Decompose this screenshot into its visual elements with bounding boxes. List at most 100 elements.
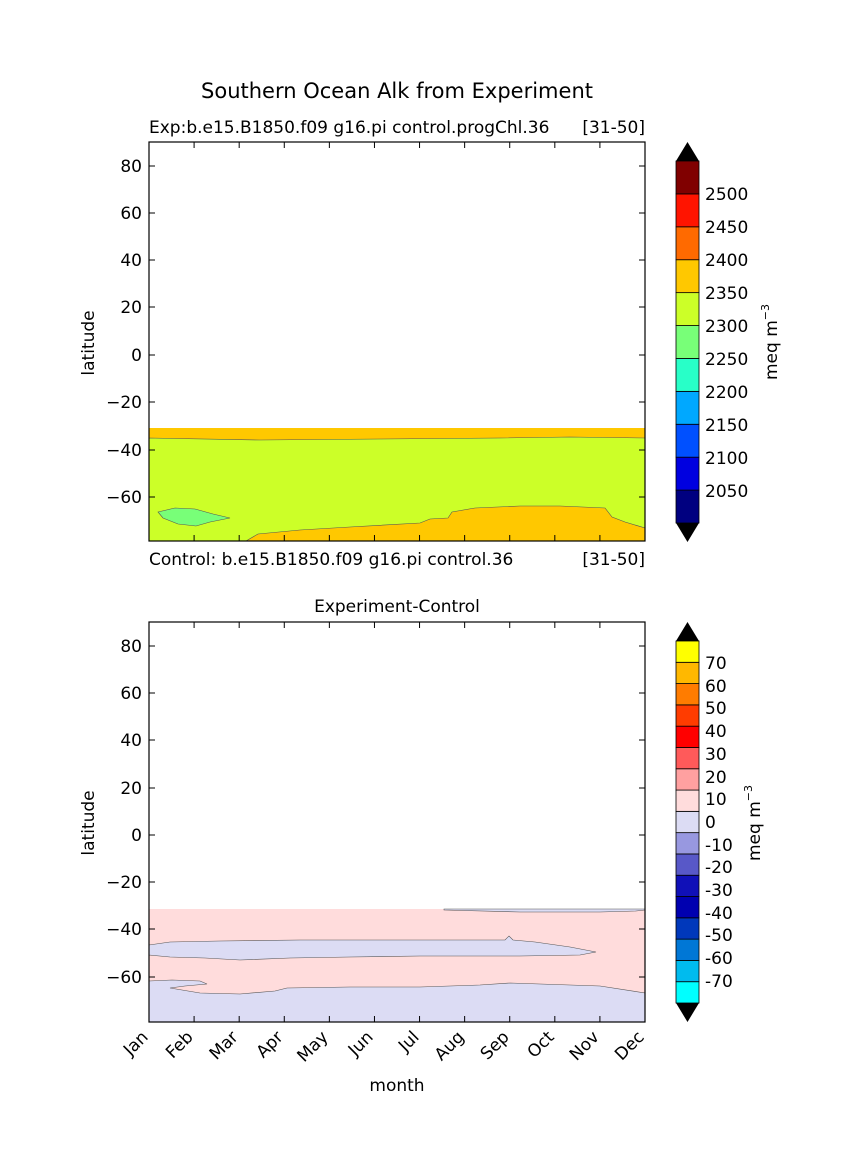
xtick-label-jan: Jan [119, 1027, 152, 1060]
bottom-cbar-label-40: 40 [705, 722, 727, 742]
top-cbar-label-2250: 2250 [705, 350, 748, 370]
bottom-colorbar-level-5 [675, 874, 700, 897]
top-ytick-label-60: 60 [120, 204, 142, 224]
top-month-ticks [148, 142, 646, 541]
top-colorbar-unit-text: meq m−3 [759, 304, 782, 380]
bottom-colorbar-level-4 [675, 896, 700, 919]
bottom-colorbar-level-11 [675, 747, 700, 770]
top-colorbar-level-5 [675, 325, 700, 359]
bottom-ylabel: latitude [79, 790, 99, 855]
top-colorbar-level-3 [675, 390, 700, 425]
bottom-region-mid-band [148, 935, 597, 961]
top-ytick-label-0: 0 [131, 346, 142, 366]
xtick-label-jun: Jun [344, 1027, 378, 1061]
top-cbar-label-2450: 2450 [705, 218, 748, 238]
bottom-region-northeast-sliver [443, 908, 646, 913]
bottom-colorbar-level-10 [675, 768, 700, 791]
bottom-colorbar-level-0 [675, 981, 700, 1004]
top-panel: Exp:b.e15.B1850.f09 g16.pi control.progC… [79, 118, 782, 570]
top-cbar-label-2050: 2050 [705, 482, 748, 502]
top-plot-area [148, 141, 646, 542]
xtick-label-dec: Dec [611, 1027, 648, 1064]
bottom-cbar-label-minus20: -20 [705, 858, 733, 878]
xtick-label-may: May [294, 1027, 333, 1066]
xtick-label-aug: Aug [431, 1027, 469, 1065]
xtick-label-jul: Jul [394, 1027, 423, 1056]
xtick-label-mar: Mar [206, 1027, 243, 1064]
bottom-month-ticks [148, 622, 646, 1022]
top-ytick-label-minus40: −40 [106, 441, 142, 461]
bottom-ytick-60: 60 [120, 684, 645, 704]
xtick-label-feb: Feb [162, 1027, 197, 1062]
bottom-cbar-label-minus40: -40 [705, 904, 733, 924]
bottom-cbar-label-minus60: -60 [705, 949, 733, 969]
top-ytick-label-20: 20 [120, 298, 142, 318]
bottom-ytick-label-40: 40 [120, 731, 142, 751]
xtick-label-sep: Sep [477, 1027, 514, 1064]
bottom-cbar-label-minus70: -70 [705, 972, 733, 992]
figure-title: Southern Ocean Alk from Experiment [201, 79, 593, 103]
bottom-y-axis: 80 60 40 20 0 −20 [79, 637, 645, 988]
bottom-colorbar-level-9 [675, 789, 700, 812]
bottom-panel: Experiment-Control 80 60 40 [79, 597, 765, 1096]
bottom-plot-area [148, 621, 646, 1023]
top-plot-frame [148, 141, 646, 542]
top-colorbar-level-8 [675, 226, 700, 261]
bottom-ytick-minus60: −60 [106, 968, 645, 988]
bottom-colorbar-level-14 [675, 683, 700, 706]
top-ytick-label-minus20: −20 [106, 393, 142, 413]
bottom-colorbar-levels [675, 640, 700, 1004]
bottom-ytick-label-minus20: −20 [106, 873, 142, 893]
top-cbar-label-2100: 2100 [705, 449, 748, 469]
xtick-label-nov: Nov [566, 1027, 604, 1065]
top-ytick-80: 80 [120, 157, 645, 177]
top-ytick-label-40: 40 [120, 251, 142, 271]
top-cbar-label-2350: 2350 [705, 284, 748, 304]
bottom-region-southern [148, 979, 646, 1023]
bottom-colorbar-unit-text: meq m−3 [742, 785, 765, 861]
top-ytick-20: 20 [120, 298, 645, 318]
bottom-colorbar-level-8 [675, 810, 700, 834]
bottom-ytick-label-80: 80 [120, 637, 142, 657]
top-cbar-label-2300: 2300 [705, 317, 748, 337]
bottom-colorbar-unit-base: meq m [745, 801, 765, 861]
top-colorbar-unit: meq m−3 [759, 304, 782, 380]
top-panel-title-right: [31-50] [582, 118, 645, 138]
bottom-cbar-label-70: 70 [705, 654, 727, 674]
bottom-colorbar-level-3 [675, 917, 700, 940]
bottom-cbar-label-minus50: -50 [705, 926, 733, 946]
top-control-label-right: [31-50] [582, 550, 645, 570]
bottom-colorbar-level-16 [675, 640, 700, 663]
bottom-cbar-label-0: 0 [705, 813, 716, 833]
bottom-colorbar-unit-exponent: −3 [742, 785, 755, 801]
bottom-ytick-label-minus60: −60 [106, 968, 142, 988]
bottom-colorbar-unit: meq m−3 [742, 785, 765, 861]
top-y-axis: 80 60 40 20 0 −20 [79, 157, 645, 508]
xtick-label-oct: Oct [524, 1027, 559, 1062]
xtick-label-apr: Apr [253, 1027, 288, 1062]
top-colorbar-level-0 [675, 489, 700, 524]
top-colorbar-extend-bottom [676, 523, 699, 542]
top-colorbar-extend-top [676, 142, 699, 161]
top-ytick-minus40: −40 [106, 441, 645, 461]
top-ytick-0: 0 [131, 346, 645, 366]
top-colorbar: 2050 2100 2150 2200 2250 2300 2350 2400 … [675, 142, 782, 542]
top-cbar-label-2400: 2400 [705, 251, 748, 271]
top-ytick-label-80: 80 [120, 157, 142, 177]
bottom-cbar-label-minus10: -10 [705, 836, 733, 856]
bottom-ytick-label-0: 0 [131, 826, 142, 846]
bottom-ytick-label-20: 20 [120, 779, 142, 799]
top-cbar-label-2150: 2150 [705, 416, 748, 436]
top-ytick-minus60: −60 [106, 488, 645, 508]
top-ytick-minus20: −20 [106, 393, 645, 413]
bottom-colorbar-level-7 [675, 832, 700, 855]
bottom-ytick-0: 0 [131, 826, 645, 846]
bottom-plot-frame [148, 621, 646, 1023]
top-colorbar-level-1 [675, 456, 700, 491]
bottom-colorbar-extend-bottom [676, 1003, 699, 1022]
top-ylabel: latitude [79, 310, 99, 375]
bottom-cbar-label-minus30: -30 [705, 881, 733, 901]
top-cbar-label-2500: 2500 [705, 185, 748, 205]
top-colorbar-level-9 [675, 193, 700, 228]
bottom-colorbar-level-2 [675, 938, 700, 961]
